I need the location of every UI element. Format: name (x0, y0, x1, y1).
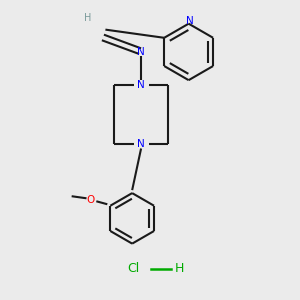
Text: H: H (84, 13, 91, 23)
Text: H: H (175, 262, 184, 275)
Text: Cl: Cl (128, 262, 140, 275)
Text: N: N (137, 80, 145, 90)
Text: N: N (186, 16, 194, 26)
Text: N: N (137, 47, 145, 57)
Text: O: O (87, 195, 95, 205)
Text: N: N (137, 139, 145, 149)
